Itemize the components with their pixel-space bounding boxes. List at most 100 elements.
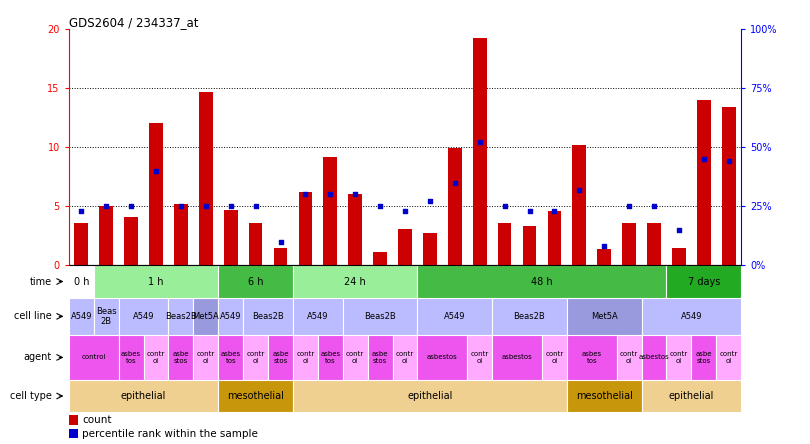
Bar — [692, 335, 716, 380]
Text: epithelial: epithelial — [669, 391, 714, 401]
Bar — [368, 335, 393, 380]
Text: asbestos: asbestos — [427, 354, 458, 361]
Bar — [473, 38, 487, 266]
Point — [623, 202, 636, 210]
Point — [697, 155, 710, 163]
Point — [199, 202, 212, 210]
Bar — [642, 335, 667, 380]
Point — [299, 191, 312, 198]
Bar — [399, 229, 411, 266]
Bar — [616, 335, 642, 380]
Text: contr
ol: contr ol — [396, 351, 414, 364]
Point — [324, 191, 337, 198]
Point — [523, 207, 536, 214]
Bar — [622, 223, 636, 266]
Text: Met5A: Met5A — [193, 312, 220, 321]
Bar — [168, 297, 194, 335]
Bar — [722, 107, 735, 266]
Text: asbe
stos: asbe stos — [173, 351, 190, 364]
Text: percentile rank within the sample: percentile rank within the sample — [83, 428, 258, 439]
Text: GDS2604 / 234337_at: GDS2604 / 234337_at — [69, 16, 198, 29]
Bar — [492, 297, 567, 335]
Bar — [149, 123, 163, 266]
Text: cell type: cell type — [10, 391, 51, 401]
Text: contr
ol: contr ol — [620, 351, 638, 364]
Bar — [174, 204, 188, 266]
Bar — [143, 335, 168, 380]
Text: A549: A549 — [307, 312, 329, 321]
Bar — [642, 297, 741, 335]
Text: mesothelial: mesothelial — [576, 391, 633, 401]
Point — [647, 202, 660, 210]
Bar — [343, 297, 417, 335]
Bar — [100, 206, 113, 266]
Point — [672, 226, 685, 234]
Text: asbes
tos: asbes tos — [582, 351, 602, 364]
Bar — [393, 335, 417, 380]
Bar — [299, 192, 312, 266]
Point — [174, 202, 187, 210]
Point — [723, 158, 735, 165]
Bar — [343, 335, 368, 380]
Bar — [218, 297, 243, 335]
Text: Beas2B: Beas2B — [514, 312, 545, 321]
Bar — [567, 380, 642, 412]
Text: A549: A549 — [444, 312, 466, 321]
Bar — [243, 335, 268, 380]
Text: asbe
stos: asbe stos — [272, 351, 288, 364]
Bar — [94, 297, 118, 335]
Text: contr
ol: contr ol — [719, 351, 738, 364]
Text: epithelial: epithelial — [407, 391, 453, 401]
Bar — [94, 266, 218, 297]
Point — [373, 202, 386, 210]
Bar — [492, 335, 542, 380]
Point — [548, 207, 561, 214]
Bar — [573, 145, 586, 266]
Point — [100, 202, 113, 210]
Bar — [548, 211, 561, 266]
Bar — [69, 428, 78, 438]
Text: contr
ol: contr ol — [296, 351, 314, 364]
Point — [125, 202, 138, 210]
Text: 7 days: 7 days — [688, 277, 720, 286]
Bar — [293, 266, 417, 297]
Bar — [69, 380, 218, 412]
Text: agent: agent — [23, 353, 51, 362]
Bar — [69, 297, 94, 335]
Bar — [642, 380, 741, 412]
Bar — [218, 335, 243, 380]
Bar — [249, 223, 262, 266]
Text: mesothelial: mesothelial — [227, 391, 284, 401]
Text: Beas2B: Beas2B — [252, 312, 284, 321]
Text: asbe
stos: asbe stos — [696, 351, 712, 364]
Text: 48 h: 48 h — [531, 277, 552, 286]
Bar — [373, 252, 387, 266]
Bar — [243, 297, 293, 335]
Text: 24 h: 24 h — [344, 277, 366, 286]
Text: asbestos: asbestos — [638, 354, 669, 361]
Bar — [69, 415, 78, 424]
Text: 6 h: 6 h — [248, 277, 263, 286]
Bar — [467, 335, 492, 380]
Text: contr
ol: contr ol — [670, 351, 688, 364]
Bar — [448, 148, 462, 266]
Bar — [647, 223, 661, 266]
Text: contr
ol: contr ol — [346, 351, 364, 364]
Bar — [118, 335, 143, 380]
Bar — [697, 100, 710, 266]
Text: cell line: cell line — [14, 311, 51, 321]
Bar — [293, 380, 567, 412]
Bar — [124, 217, 138, 266]
Point — [349, 191, 362, 198]
Point — [424, 198, 437, 205]
Bar — [75, 223, 88, 266]
Text: Beas2B: Beas2B — [364, 312, 396, 321]
Text: contr
ol: contr ol — [147, 351, 165, 364]
Text: asbes
tos: asbes tos — [121, 351, 141, 364]
Bar — [194, 297, 218, 335]
Bar — [199, 91, 213, 266]
Text: A549: A549 — [70, 312, 92, 321]
Bar — [168, 335, 194, 380]
Bar — [423, 234, 437, 266]
Bar — [69, 266, 94, 297]
